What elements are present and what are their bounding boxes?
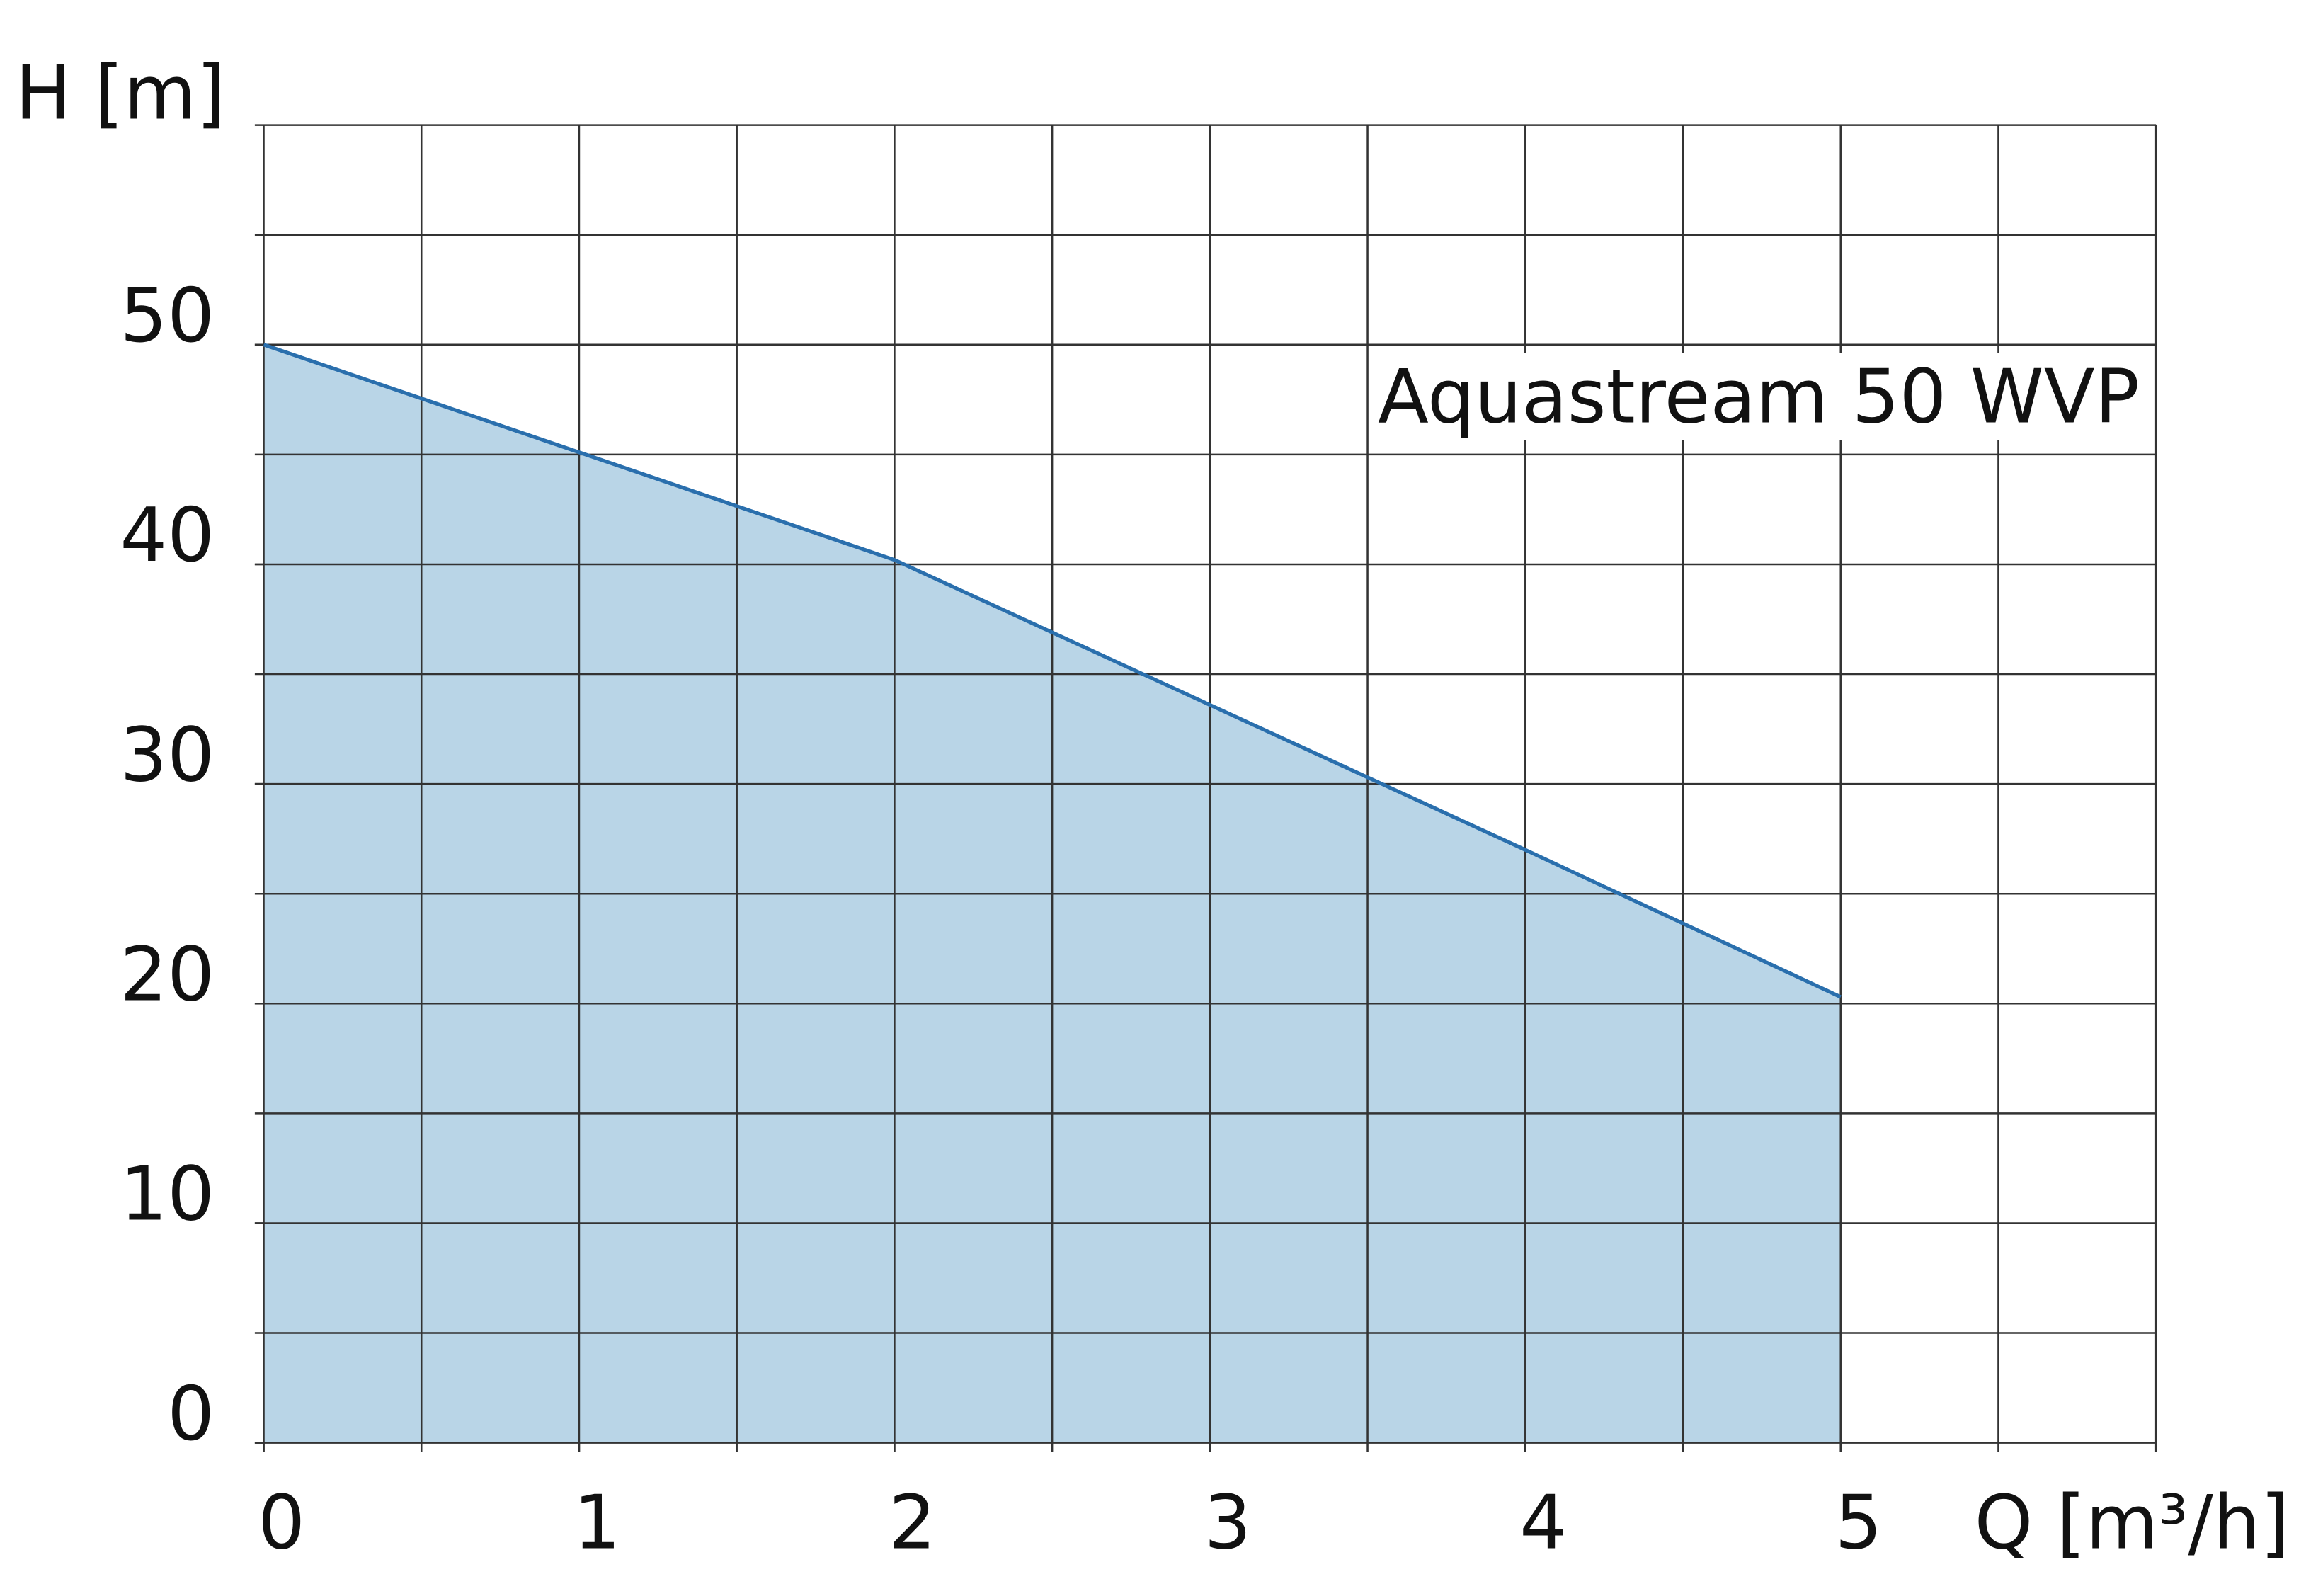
y-tick-label: 10 [120,1151,215,1238]
y-tick-label: 20 [120,930,215,1018]
y-tick-label: 40 [120,491,215,578]
y-tick-label: 0 [167,1370,215,1457]
x-tick-label: 5 [1835,1478,1883,1566]
x-axis-label: Q [m³/h] [1975,1478,2290,1566]
y-tick-label: 30 [120,711,215,798]
x-tick-label: 4 [1519,1478,1567,1566]
line [263,343,1842,999]
series-label: Aquastream 50 WVP [1378,353,2140,440]
y-axis-label: H [m] [15,50,225,137]
x-tick-label: 2 [889,1478,936,1566]
y-tick-label: 50 [120,272,215,359]
series-label-background [1371,353,2146,440]
x-tick-label: 0 [258,1478,305,1566]
x-tick-label: 3 [1204,1478,1252,1566]
x-tick-label: 1 [573,1478,621,1566]
